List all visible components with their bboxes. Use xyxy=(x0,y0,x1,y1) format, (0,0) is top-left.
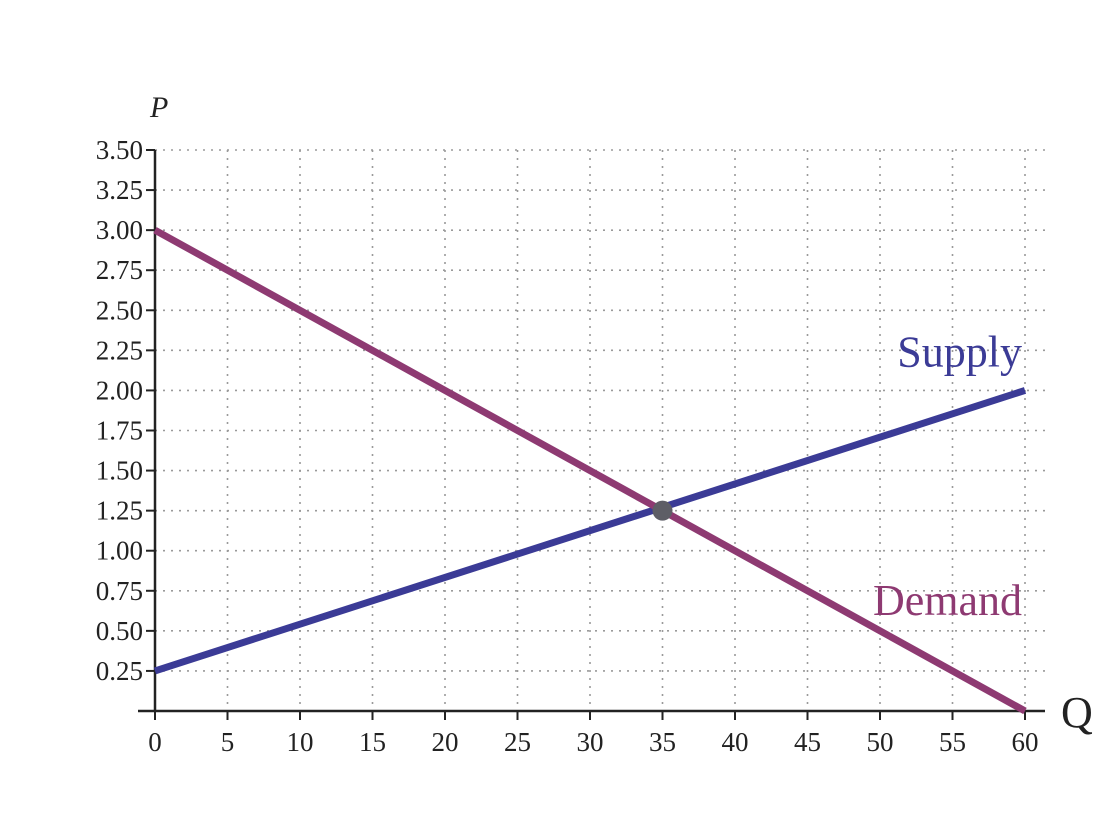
y-tick-label: 2.75 xyxy=(96,255,143,285)
y-tick-label: 2.50 xyxy=(96,295,143,325)
equilibrium-point xyxy=(652,500,673,521)
y-tick-label: 0.75 xyxy=(96,576,143,606)
y-axis-label: P xyxy=(149,91,168,124)
points xyxy=(652,500,673,521)
x-tick-label: 55 xyxy=(939,727,966,757)
x-tick-label: 20 xyxy=(432,727,459,757)
supply-label: Supply xyxy=(897,327,1022,376)
x-tick-label: 15 xyxy=(359,727,386,757)
x-tick-label: 45 xyxy=(794,727,821,757)
x-tick-label: 0 xyxy=(148,727,162,757)
demand-line xyxy=(153,227,1027,715)
y-tick-label: 0.50 xyxy=(96,616,143,646)
supply-line xyxy=(153,387,1027,675)
demand-label: Demand xyxy=(873,576,1022,625)
series-labels: Supply Demand xyxy=(873,327,1022,624)
x-tick-label: 5 xyxy=(221,727,235,757)
x-tick-label: 30 xyxy=(577,727,604,757)
y-tick-label: 2.25 xyxy=(96,335,143,365)
y-tick-label: 2.00 xyxy=(96,375,143,405)
x-tick-label: 50 xyxy=(867,727,894,757)
y-tick-label: 1.50 xyxy=(96,456,143,486)
x-tick-label: 60 xyxy=(1012,727,1039,757)
x-tick-label: 25 xyxy=(504,727,531,757)
y-ticks: 0.25 0.50 0.75 1.00 1.25 1.50 1.75 2.00 2.25 2.50… xyxy=(96,135,155,686)
series-lines xyxy=(153,227,1027,715)
y-tick-label: 3.25 xyxy=(96,175,143,205)
y-tick-label: 3.00 xyxy=(96,215,143,245)
y-tick-label: 1.00 xyxy=(96,536,143,566)
x-ticks: 0 5 10 15 20 25 30 35 40 45 50 55 60 xyxy=(148,711,1039,757)
x-tick-label: 10 xyxy=(287,727,314,757)
x-axis-label: Q xyxy=(1061,688,1093,737)
y-tick-label: 1.25 xyxy=(96,496,143,526)
x-tick-label: 40 xyxy=(722,727,749,757)
x-tick-label: 35 xyxy=(649,727,676,757)
grid xyxy=(155,149,1045,711)
y-tick-label: 0.25 xyxy=(96,656,143,686)
y-tick-label: 3.50 xyxy=(96,135,143,165)
y-tick-label: 1.75 xyxy=(96,416,143,446)
